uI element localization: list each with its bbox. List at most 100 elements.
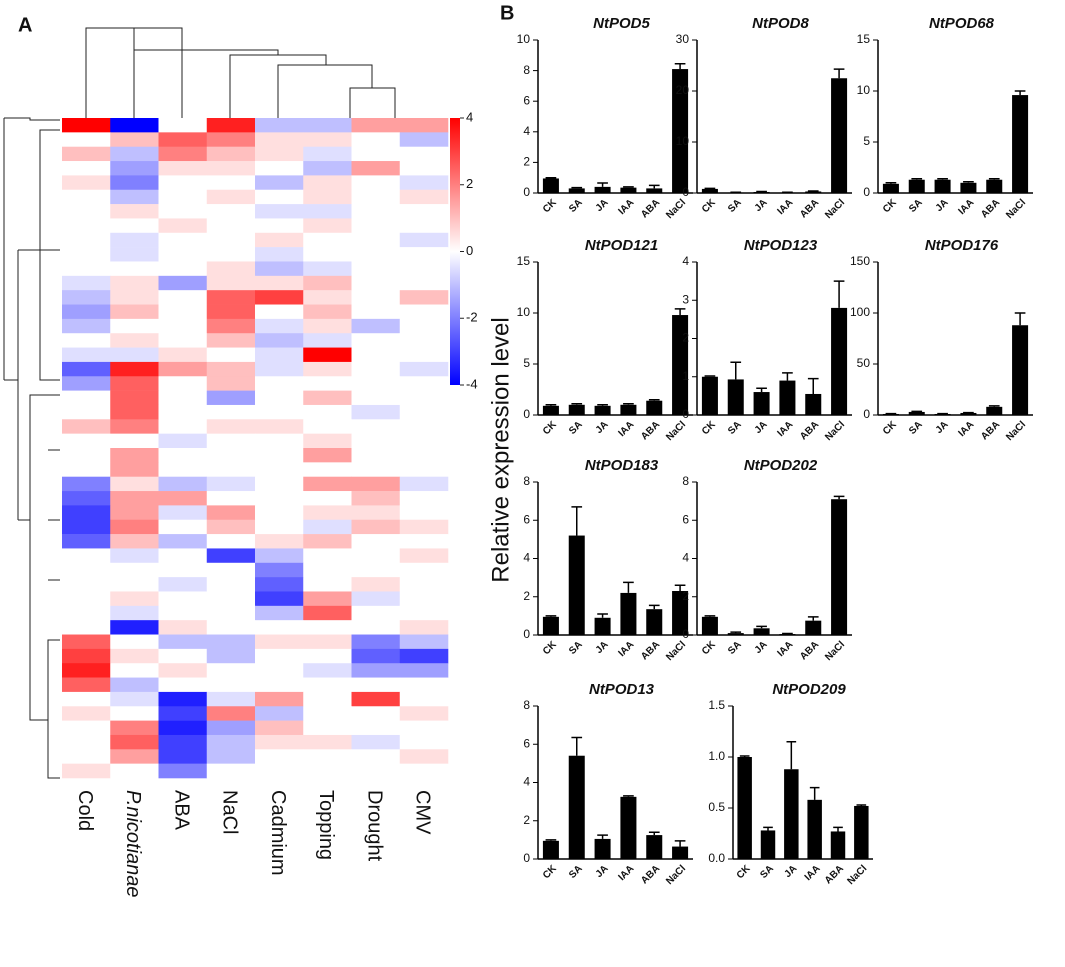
- heatmap-cell: [255, 548, 304, 564]
- heatmap-cell: [351, 749, 401, 764]
- x-tick-label: JA: [934, 197, 951, 214]
- heatmap-cell: [110, 749, 159, 764]
- heatmap-cell: [206, 562, 256, 578]
- heatmap-cell: [303, 419, 352, 434]
- heatmap-cell: [351, 275, 401, 291]
- heatmap-cell: [158, 175, 208, 191]
- heatmap-cell: [110, 376, 159, 391]
- x-tick-label: IAA: [956, 419, 976, 439]
- panel-title: NtPOD121: [585, 237, 658, 254]
- x-tick-label: ABA: [979, 419, 1002, 442]
- heatmap-cell: [255, 591, 304, 607]
- heatmap-cell: [399, 462, 449, 477]
- heatmap-cell: [351, 734, 401, 750]
- y-tick-label: 0: [863, 407, 870, 421]
- heatmap-cell: [62, 161, 111, 176]
- heatmap-cell: [303, 132, 352, 147]
- heatmap-cell: [110, 562, 159, 578]
- heatmap-cell: [206, 333, 256, 348]
- heatmap-cell: [255, 505, 304, 521]
- heatmap-cell: [351, 118, 401, 133]
- bar: [646, 835, 663, 859]
- error-bar: [648, 831, 660, 836]
- heatmap-cell: [110, 261, 159, 277]
- bar: [672, 846, 689, 859]
- error-bar: [786, 740, 797, 770]
- x-tick-label: IAA: [616, 419, 636, 439]
- heatmap-cell: [255, 605, 304, 621]
- y-tick-label: 0.5: [708, 800, 725, 814]
- column-label: NaCl: [219, 790, 241, 834]
- heatmap-cell: [62, 591, 111, 607]
- heatmap-cell: [399, 304, 449, 320]
- heatmap-cell: [62, 648, 111, 664]
- heatmap-cell: [351, 347, 401, 363]
- heatmap-cell: [303, 505, 352, 521]
- heatmap-cell: [255, 247, 304, 262]
- heatmap-cell: [158, 204, 208, 219]
- x-tick-label: ABA: [639, 639, 662, 662]
- heatmap-cell: [303, 448, 352, 463]
- x-tick-label: CK: [541, 197, 560, 216]
- heatmap-cell: [303, 376, 352, 391]
- x-tick-label: ABA: [798, 639, 821, 662]
- x-tick-label: IAA: [775, 419, 795, 439]
- heatmap-cell: [255, 763, 304, 779]
- heatmap-cell: [255, 519, 304, 535]
- heatmap-cell: [303, 591, 352, 607]
- heatmap-cell: [351, 663, 401, 678]
- x-tick-label: NaCl: [823, 639, 847, 663]
- bar: [568, 535, 585, 635]
- heatmap-cell: [351, 620, 401, 635]
- heatmap-cell: [399, 318, 449, 334]
- heatmap-cell: [303, 720, 352, 736]
- heatmap-cell: [399, 161, 449, 176]
- bar: [594, 186, 611, 193]
- heatmap-cell: [303, 333, 352, 348]
- heatmap-cell: [255, 448, 304, 463]
- heatmap-cell: [351, 648, 401, 664]
- heatmap-cell: [351, 404, 401, 420]
- colorbar-label: 2: [466, 176, 473, 191]
- y-tick-label: 2: [523, 589, 530, 603]
- heatmap-cell: [255, 146, 304, 162]
- heatmap-cell: [158, 304, 208, 320]
- bar: [986, 179, 1003, 193]
- heatmap-cell: [110, 663, 159, 678]
- heatmap-cell: [110, 505, 159, 521]
- heatmap-cell: [255, 232, 304, 248]
- y-tick-label: 8: [523, 474, 530, 488]
- heatmap-cell: [206, 161, 256, 176]
- x-tick-label: NaCl: [1004, 419, 1028, 443]
- heatmap-cell: [351, 132, 401, 147]
- heatmap-cell: [110, 390, 159, 406]
- bar: [737, 757, 752, 859]
- heatmap-cell: [110, 247, 159, 262]
- y-tick-label: 0: [523, 185, 530, 199]
- heatmap-cell: [62, 175, 111, 191]
- bar: [594, 617, 611, 635]
- x-tick-label: SA: [907, 419, 925, 437]
- heatmap-cell: [303, 232, 352, 248]
- bar: [672, 69, 689, 193]
- heatmap-cell: [206, 390, 256, 406]
- heatmap-cell: [110, 419, 159, 434]
- heatmap-cell: [399, 376, 449, 391]
- panel-title: NtPOD209: [772, 681, 846, 698]
- heatmap-cell: [303, 491, 352, 506]
- heatmap-cell: [206, 247, 256, 262]
- heatmap-cell: [158, 448, 208, 463]
- heatmap-cell: [158, 562, 208, 578]
- x-tick-label: ABA: [639, 863, 662, 886]
- heatmap-cell: [399, 218, 449, 234]
- heatmap-cell: [110, 634, 159, 650]
- heatmap-cell: [399, 734, 449, 750]
- heatmap-cell: [351, 706, 401, 721]
- bar: [960, 182, 977, 193]
- heatmap-cell: [399, 361, 449, 377]
- heatmap-cell: [351, 204, 401, 219]
- heatmap-cell: [303, 304, 352, 320]
- x-tick-label: ABA: [823, 863, 846, 886]
- heatmap-cell: [158, 591, 208, 607]
- heatmap-cell: [206, 419, 256, 434]
